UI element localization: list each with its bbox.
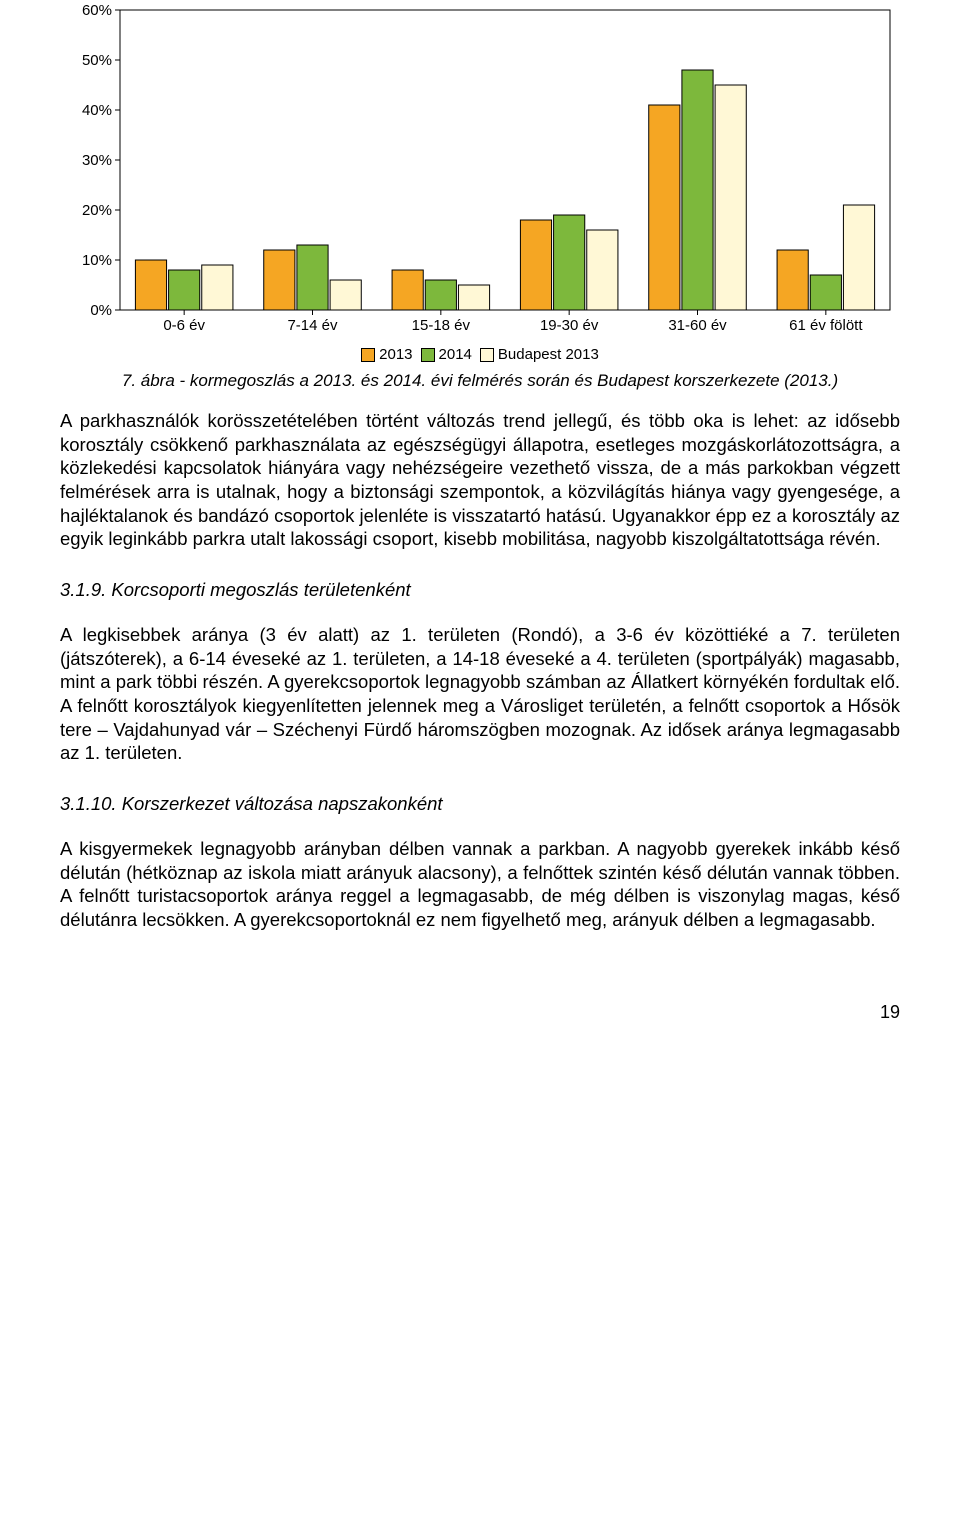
legend-item: Budapest 2013 [480,346,599,363]
heading-3-1-10: 3.1.10. Korszerkezet változása napszakon… [60,793,900,815]
paragraph-composition-change: A parkhasználók korösszetételében történ… [60,409,900,551]
legend-item: 2013 [361,346,412,363]
svg-text:31-60 év: 31-60 év [668,317,727,334]
page-number: 19 [60,1002,900,1023]
svg-text:19-30 év: 19-30 év [540,317,599,334]
svg-text:10%: 10% [82,252,112,269]
bar-chart-svg: 0% 10% 20% 30% 40% 50% 60% 0-6 év 7-14 év 15-18 é… [60,0,900,340]
paragraph-area-distribution: A legkisebbek aránya (3 év alatt) az 1. … [60,623,900,765]
legend-label: 2013 [379,346,412,363]
svg-text:0-6 év: 0-6 év [163,317,205,334]
legend-item: 2014 [421,346,472,363]
svg-text:60%: 60% [82,2,112,19]
svg-text:30%: 30% [82,152,112,169]
legend-swatch [361,348,375,362]
age-distribution-chart: 0% 10% 20% 30% 40% 50% 60% 0-6 év 7-14 év 15-18 é… [60,0,900,391]
svg-text:61 év fölött: 61 év fölött [789,317,863,334]
legend-label: 2014 [439,346,472,363]
paragraph-time-of-day: A kisgyermekek legnagyobb arányban délbe… [60,837,900,932]
chart-caption: 7. ábra - kormegoszlás a 2013. és 2014. … [60,371,900,391]
svg-text:20%: 20% [82,202,112,219]
legend-swatch [421,348,435,362]
svg-text:0%: 0% [90,302,112,319]
svg-text:50%: 50% [82,52,112,69]
heading-3-1-9: 3.1.9. Korcsoporti megoszlás területenké… [60,579,900,601]
svg-text:40%: 40% [82,102,112,119]
svg-text:15-18 év: 15-18 év [412,317,471,334]
svg-text:7-14 év: 7-14 év [287,317,338,334]
chart-legend: 2013 2014 Budapest 2013 [60,346,900,363]
document-page: 0% 10% 20% 30% 40% 50% 60% 0-6 év 7-14 év 15-18 é… [0,0,960,1063]
legend-swatch [480,348,494,362]
legend-label: Budapest 2013 [498,346,599,363]
